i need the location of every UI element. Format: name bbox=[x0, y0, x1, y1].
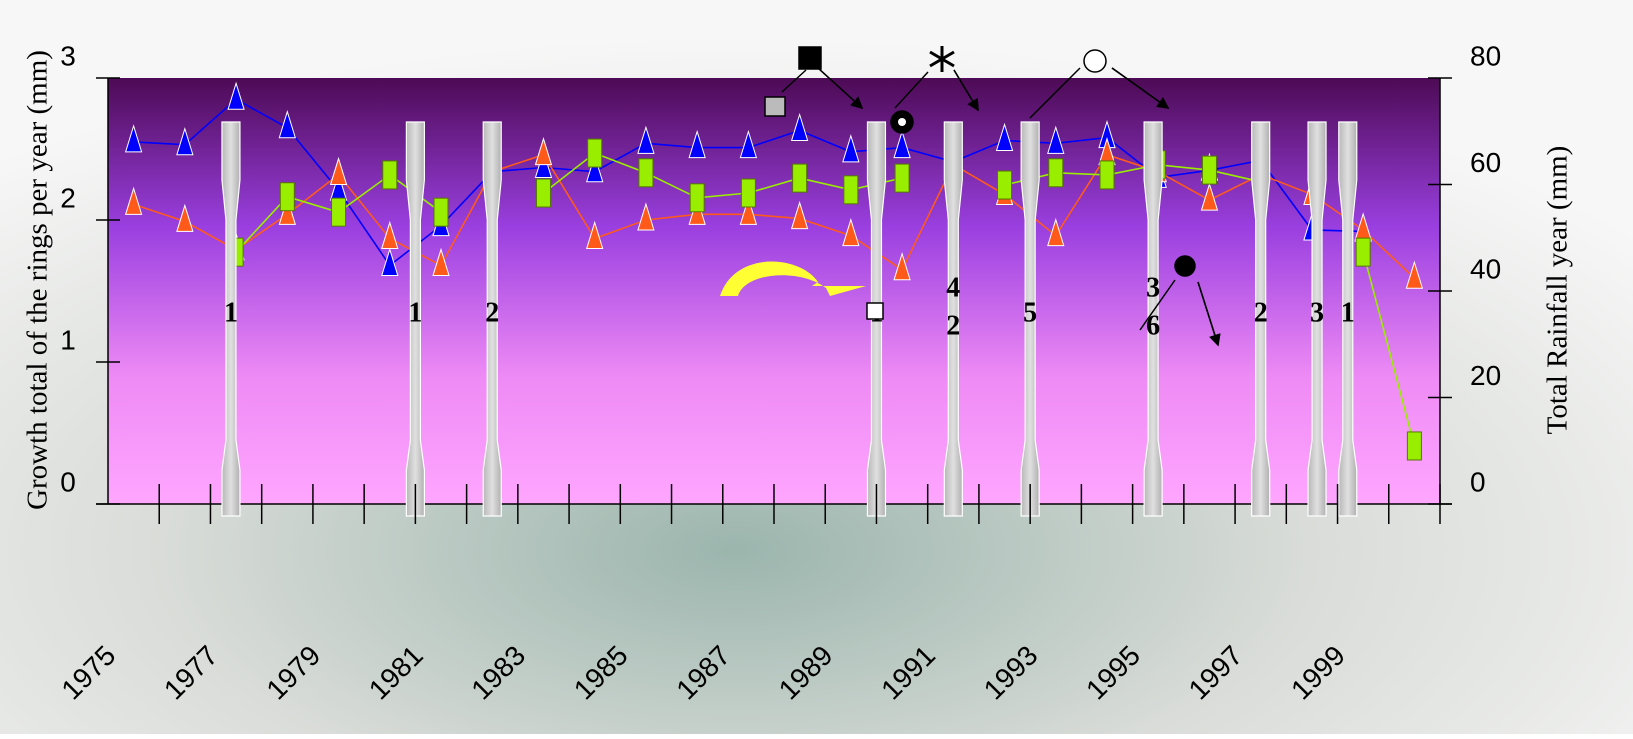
marker-rect bbox=[1406, 431, 1422, 461]
pillar bbox=[405, 121, 425, 517]
marker-triangle bbox=[790, 112, 809, 142]
y-tick-label: 2 bbox=[60, 182, 76, 213]
marker-triangle bbox=[1047, 125, 1065, 154]
marker-triangle bbox=[534, 136, 553, 166]
annotation-label: 1 bbox=[224, 297, 238, 328]
marker-triangle bbox=[176, 127, 194, 156]
marker-triangle bbox=[688, 129, 706, 159]
symbol-circle-open bbox=[1083, 49, 1107, 73]
symbol-bullseye-center bbox=[898, 118, 906, 126]
pillar bbox=[1143, 121, 1163, 517]
marker-rect bbox=[1201, 155, 1217, 185]
marker-triangle bbox=[278, 196, 296, 225]
marker-triangle bbox=[1405, 260, 1424, 289]
marker-triangle bbox=[893, 251, 911, 281]
marker-rect bbox=[433, 197, 449, 227]
marker-triangle bbox=[432, 247, 450, 276]
marker-triangle bbox=[124, 124, 143, 153]
marker-triangle bbox=[1200, 182, 1219, 211]
marker-rect bbox=[587, 138, 603, 168]
y-tick-label: 1 bbox=[60, 324, 76, 355]
pillar bbox=[1251, 121, 1271, 517]
annotation-label: 5 bbox=[1023, 297, 1037, 328]
y2-axis-title: Total Rainfall year (mm) bbox=[1542, 146, 1574, 435]
marker-triangle bbox=[381, 220, 399, 249]
y-tick-label: 3 bbox=[60, 40, 76, 71]
arrow bbox=[817, 67, 864, 110]
series-line bbox=[133, 153, 1415, 279]
symbols bbox=[720, 46, 1218, 345]
y2-tick-label: 60 bbox=[1470, 147, 1501, 178]
marker-triangle bbox=[637, 125, 655, 154]
symbol-square-open bbox=[866, 302, 884, 320]
y2-tick-label: 40 bbox=[1470, 253, 1501, 284]
annotation-label: 3 bbox=[1310, 297, 1324, 328]
marker-rect bbox=[997, 170, 1013, 200]
marker-triangle bbox=[842, 134, 860, 163]
marker-triangle bbox=[278, 109, 296, 139]
pillar bbox=[221, 121, 241, 517]
yellow-arrow bbox=[720, 261, 866, 296]
arrow bbox=[953, 69, 979, 112]
marker-rect bbox=[843, 175, 859, 205]
annotation-label: 1 bbox=[408, 297, 422, 328]
marker-rect bbox=[1355, 237, 1371, 267]
marker-triangle bbox=[329, 156, 348, 186]
marker-triangle bbox=[227, 81, 245, 110]
annotation-label: 2 bbox=[1254, 297, 1268, 328]
marker-triangle bbox=[739, 129, 758, 159]
y2-tick-label: 0 bbox=[1470, 466, 1486, 497]
annotation-label: 4 bbox=[946, 272, 960, 303]
marker-triangle bbox=[586, 154, 604, 183]
y2-tick-label: 80 bbox=[1470, 40, 1501, 71]
marker-triangle bbox=[586, 220, 604, 249]
marker-triangle bbox=[1047, 217, 1065, 247]
plot-area bbox=[108, 78, 1440, 504]
marker-triangle bbox=[124, 186, 143, 215]
annotation-label: 1 bbox=[1341, 297, 1355, 328]
arrow bbox=[1197, 281, 1221, 347]
y2-tick-label: 20 bbox=[1470, 360, 1501, 391]
pillar bbox=[482, 121, 502, 517]
symbol-square-gray bbox=[764, 96, 786, 117]
symbol-circle-filled bbox=[1174, 255, 1196, 277]
marker-rect bbox=[894, 163, 910, 193]
marker-triangle bbox=[790, 200, 809, 230]
marker-rect bbox=[689, 183, 705, 213]
y-tick-label: 0 bbox=[60, 466, 76, 497]
pillar bbox=[943, 121, 963, 517]
marker-rect bbox=[535, 178, 551, 208]
marker-triangle bbox=[381, 247, 399, 276]
marker-triangle bbox=[995, 122, 1014, 151]
annotation-label: 3 bbox=[1146, 272, 1160, 303]
marker-triangle bbox=[893, 129, 911, 159]
marker-rect bbox=[331, 197, 347, 227]
annotation-label: 6 bbox=[1146, 310, 1160, 341]
marker-rect bbox=[279, 182, 295, 212]
annotation-label: 2 bbox=[946, 310, 960, 341]
marker-rect bbox=[1048, 158, 1064, 188]
marker-triangle bbox=[176, 203, 194, 232]
marker-rect bbox=[382, 160, 398, 190]
annotation-label: 2 bbox=[485, 297, 499, 328]
marker-triangle bbox=[842, 217, 860, 247]
arrow bbox=[1111, 67, 1170, 109]
marker-triangle bbox=[739, 196, 758, 225]
y-axis-title: Growth total of the rings per year (mm) bbox=[22, 50, 54, 510]
marker-rect bbox=[740, 178, 756, 208]
pillar bbox=[1020, 121, 1040, 517]
pillar bbox=[1307, 121, 1327, 517]
pillar bbox=[1338, 121, 1358, 517]
symbol-asterisk bbox=[929, 46, 955, 72]
marker-rect bbox=[1099, 160, 1115, 190]
marker-triangle bbox=[637, 202, 655, 231]
marker-rect bbox=[638, 158, 654, 188]
marker-rect bbox=[792, 163, 808, 193]
symbol-square-filled bbox=[798, 46, 822, 70]
